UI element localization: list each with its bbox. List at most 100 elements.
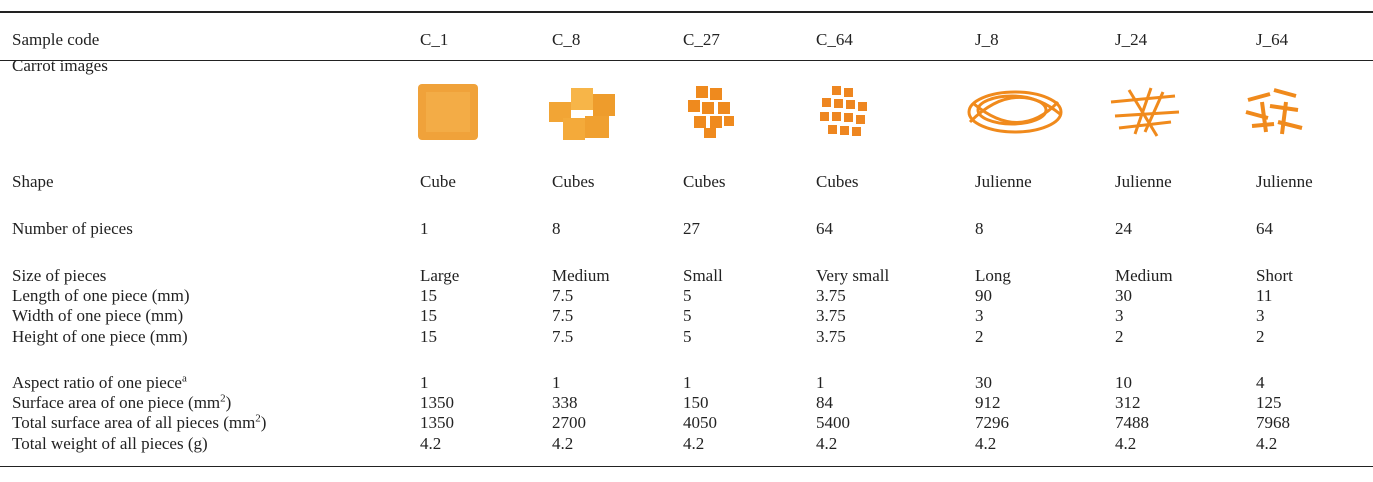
value-cell: 30 [975,373,992,392]
row-label: Number of pieces [12,219,133,239]
row-label: Height of one piece (mm) [12,327,188,347]
value-cell: 7.5 [552,306,574,325]
value-cell: 3.75 [816,327,846,346]
value-cell: 2 [1256,327,1265,346]
value-cell: 5400 [816,413,850,432]
value-cell: Cubes [683,172,726,191]
row-label-sup: a [181,372,187,385]
row-label-text: Height of one piece (mm) [12,327,188,346]
value-cell: 5 [683,327,692,346]
header-cell: C_1 [420,30,449,49]
value-cell: 3 [1115,306,1124,325]
value-cell: 4.2 [975,434,997,453]
value-cell: 7.5 [552,327,574,346]
carrot-image [1245,88,1303,135]
value-cell: Medium [1115,266,1173,285]
row-label-end: ) [260,413,267,432]
value-cell: Cube [420,172,456,191]
value-cell: 30 [1115,286,1132,305]
value-cell: Small [683,266,723,285]
value-cell: 3.75 [816,286,846,305]
value-cell: 1 [683,373,692,392]
value-cell: 5 [683,306,692,325]
header-cell: C_64 [816,30,853,49]
value-cell: 11 [1256,286,1273,305]
value-cell: 90 [975,286,992,305]
value-cell: 8 [552,219,561,238]
row-label-text: Total surface area of all pieces (mm [12,413,256,432]
value-cell: 4050 [683,413,717,432]
row-label: Size of pieces [12,266,106,286]
row-label-text: Total weight of all pieces (g) [12,434,208,453]
value-cell: 15 [420,286,437,305]
value-cell: 1350 [420,413,454,432]
value-cell: Cubes [816,172,859,191]
header-cell: J_8 [975,30,999,49]
row-label-text: Length of one piece (mm) [12,286,190,305]
row-label-text: Surface area of one piece (mm [12,393,221,412]
row-label-sup: 2 [220,392,226,405]
value-cell: Cubes [552,172,595,191]
row-label: Surface area of one piece (mm2) [12,393,231,413]
value-cell: 2 [1115,327,1124,346]
value-cell: 7.5 [552,286,574,305]
value-cell: Long [975,266,1011,285]
value-cell: 64 [1256,219,1273,238]
value-cell: 4.2 [420,434,442,453]
row-label: Carrot images [12,56,108,76]
header-cell: Sample code [12,30,100,49]
value-cell: 3 [975,306,984,325]
header-cell: C_27 [683,30,720,49]
carrot-image [418,84,478,140]
value-cell: 4.2 [1256,434,1278,453]
value-cell: Julienne [1256,172,1313,191]
value-cell: 64 [816,219,833,238]
row-label-text: Shape [12,172,54,191]
value-cell: 1350 [420,393,454,412]
value-cell: Large [420,266,460,285]
row-label-text: Number of pieces [12,219,133,238]
value-cell: 84 [816,393,833,412]
value-cell: 2 [975,327,984,346]
header-cell: J_24 [1115,30,1148,49]
header-cell: J_64 [1256,30,1289,49]
value-cell: 1 [816,373,825,392]
value-cell: 10 [1115,373,1132,392]
value-cell: 7488 [1115,413,1149,432]
header-cell: C_8 [552,30,581,49]
value-cell: Julienne [975,172,1032,191]
value-cell: Medium [552,266,610,285]
row-label: Aspect ratio of one piecea [12,373,187,393]
value-cell: 7968 [1256,413,1290,432]
top-rule [0,11,1373,13]
value-cell: 15 [420,306,437,325]
value-cell: 1 [420,219,429,238]
value-cell: 24 [1115,219,1132,238]
row-label-text: Width of one piece (mm) [12,306,184,325]
row-label-text: Carrot images [12,56,108,75]
value-cell: 2700 [552,413,586,432]
row-label-end: ) [225,393,232,412]
row-label: Width of one piece (mm) [12,306,183,326]
carrot-image [967,90,1063,134]
value-cell: Short [1256,266,1293,285]
value-cell: 4.2 [552,434,574,453]
header-rule [0,60,1373,61]
value-cell: 4.2 [1115,434,1137,453]
bottom-rule [0,466,1373,467]
row-label-text: Size of pieces [12,266,107,285]
row-label-text: Aspect ratio of one piece [12,373,182,392]
value-cell: 27 [683,219,700,238]
value-cell: 4 [1256,373,1265,392]
value-cell: Julienne [1115,172,1172,191]
value-cell: 7296 [975,413,1009,432]
carrot-image [549,88,615,140]
value-cell: 1 [420,373,429,392]
value-cell: Very small [816,266,890,285]
value-cell: 125 [1256,393,1282,412]
value-cell: 150 [683,393,709,412]
row-label: Shape [12,172,54,192]
carrot-image [688,86,734,138]
carrot-image [1110,87,1180,137]
